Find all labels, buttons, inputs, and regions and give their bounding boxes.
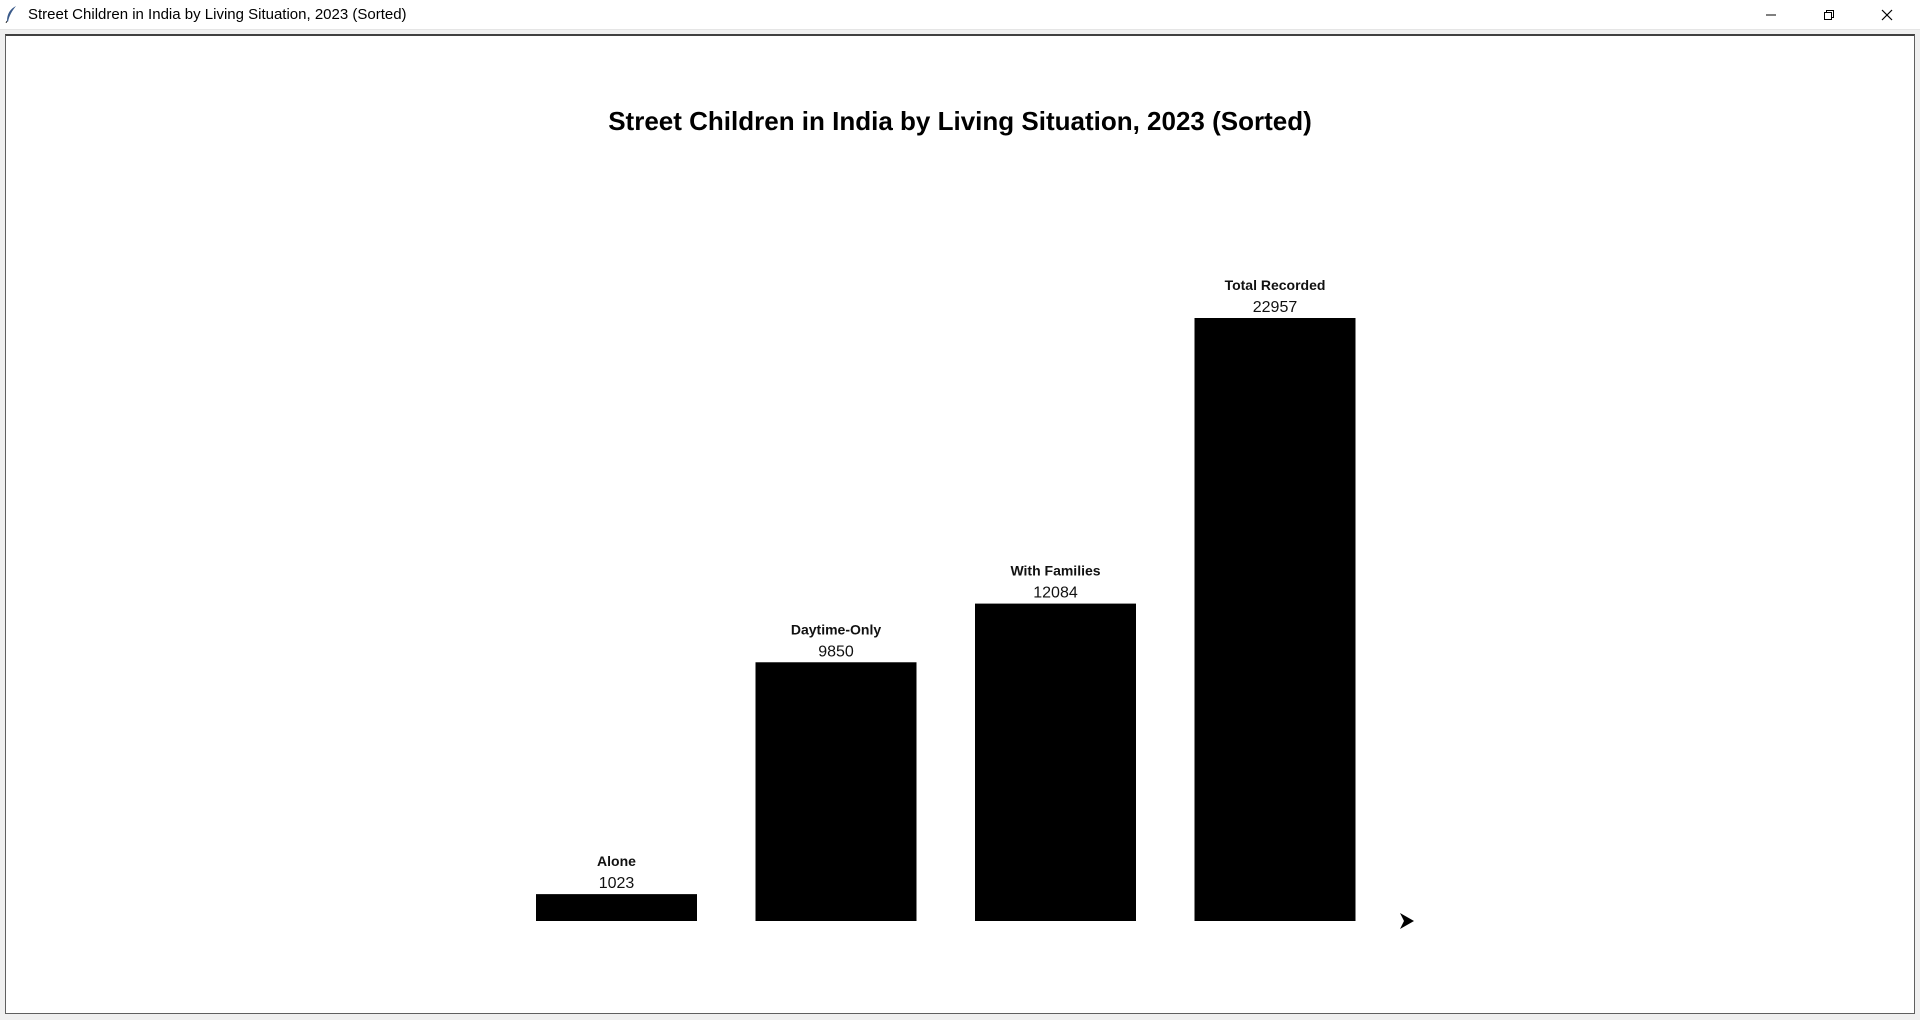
window-titlebar: Street Children in India by Living Situa…	[0, 0, 1920, 30]
chart-title: Street Children in India by Living Situa…	[608, 106, 1312, 136]
bar-category-label: With Families	[1010, 563, 1100, 579]
bar-category-label: Alone	[597, 853, 636, 869]
bar-daytime-only	[755, 662, 917, 921]
feather-icon	[5, 6, 16, 23]
bar-with-families	[975, 603, 1136, 921]
bar-value-label: 1023	[599, 875, 635, 892]
restore-icon	[1824, 9, 1834, 20]
chart-canvas	[5, 34, 1915, 1014]
minimize-button[interactable]	[1742, 0, 1800, 29]
window-title: Street Children in India by Living Situa…	[28, 6, 407, 23]
bar-value-label: 22957	[1253, 299, 1298, 316]
close-icon	[1881, 9, 1893, 20]
bar-total-recorded	[1194, 318, 1356, 921]
bar-value-label: 12084	[1033, 585, 1078, 602]
bar-value-label: 9850	[818, 643, 854, 660]
bar-category-label: Daytime-Only	[791, 621, 881, 637]
close-button[interactable]	[1858, 0, 1916, 29]
arrow-cursor-icon	[1400, 913, 1414, 929]
bar-alone	[536, 894, 697, 921]
bar-category-label: Total Recorded	[1225, 277, 1326, 293]
restore-button[interactable]	[1800, 0, 1858, 29]
minimize-icon	[1766, 14, 1776, 15]
